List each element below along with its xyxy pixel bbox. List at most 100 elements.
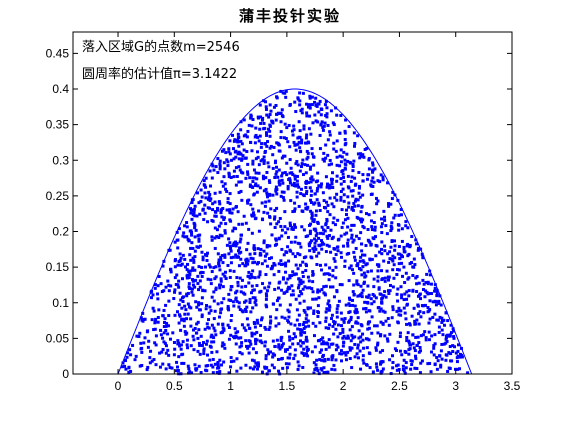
data-point — [343, 158, 347, 162]
data-point — [249, 291, 253, 295]
data-point — [210, 270, 214, 274]
data-point — [225, 189, 229, 193]
plot-border — [72, 31, 513, 375]
data-point — [307, 279, 311, 283]
data-point — [197, 308, 201, 312]
data-point — [207, 318, 211, 322]
data-point — [298, 99, 302, 103]
data-point — [246, 323, 250, 327]
data-point — [212, 299, 216, 303]
data-point — [320, 268, 324, 272]
data-point — [387, 292, 391, 296]
data-point — [330, 180, 334, 184]
data-point — [299, 109, 303, 113]
data-point — [258, 251, 262, 255]
data-point — [359, 268, 363, 272]
data-point — [278, 216, 282, 220]
data-point — [274, 324, 278, 328]
data-point — [322, 159, 326, 163]
data-point — [239, 120, 243, 124]
data-point — [251, 367, 255, 371]
data-point — [273, 287, 277, 291]
data-point — [364, 274, 368, 278]
data-point — [208, 305, 212, 309]
data-point — [335, 192, 339, 196]
data-point — [215, 228, 219, 232]
data-point — [218, 315, 222, 319]
data-point — [237, 191, 241, 195]
data-point — [192, 338, 196, 342]
data-point — [458, 355, 462, 359]
data-point — [234, 183, 238, 187]
data-point — [304, 317, 308, 321]
data-point — [348, 303, 352, 307]
data-point — [175, 238, 179, 242]
data-point — [191, 256, 195, 260]
data-point — [294, 110, 298, 114]
data-point — [167, 283, 171, 287]
data-point — [287, 315, 291, 319]
data-point — [237, 157, 241, 161]
data-point — [331, 235, 335, 239]
data-point — [206, 353, 210, 357]
data-point — [421, 304, 425, 308]
data-point — [266, 127, 270, 131]
data-point — [368, 352, 372, 356]
data-point — [307, 105, 311, 109]
data-point — [156, 284, 160, 288]
data-point — [321, 157, 325, 161]
data-point — [339, 160, 343, 164]
data-point — [394, 348, 398, 352]
data-point — [414, 357, 418, 361]
data-point — [389, 202, 393, 206]
data-point — [324, 99, 328, 103]
data-point — [167, 299, 171, 303]
data-point — [340, 155, 344, 159]
data-point — [312, 163, 316, 167]
data-point — [286, 277, 290, 281]
data-point — [272, 217, 276, 221]
data-point — [252, 288, 256, 292]
data-point — [303, 325, 307, 329]
data-point — [385, 232, 389, 236]
data-point — [335, 174, 339, 178]
data-point — [173, 276, 177, 280]
data-point — [433, 342, 437, 346]
data-point — [267, 350, 271, 354]
data-point — [268, 244, 272, 248]
data-point — [152, 358, 156, 362]
data-point — [271, 193, 275, 197]
data-point — [259, 318, 263, 322]
data-point — [353, 342, 357, 346]
data-point — [334, 253, 338, 257]
data-point — [445, 339, 449, 343]
data-point — [153, 283, 157, 287]
data-point — [300, 225, 304, 229]
data-point — [253, 325, 257, 329]
data-point — [262, 127, 266, 131]
data-point — [387, 278, 391, 282]
data-point — [240, 323, 244, 327]
data-point — [343, 143, 347, 147]
data-point — [365, 346, 369, 350]
data-point — [311, 121, 315, 125]
data-point — [448, 333, 452, 337]
data-point — [206, 364, 210, 368]
data-point — [342, 320, 346, 324]
data-point — [186, 302, 190, 306]
data-point — [196, 336, 200, 340]
data-point — [187, 276, 191, 280]
data-point — [306, 151, 310, 155]
data-point — [194, 228, 198, 232]
data-point — [162, 340, 166, 344]
data-point — [237, 144, 241, 148]
data-point — [466, 371, 470, 375]
data-point — [279, 111, 283, 115]
data-point — [410, 235, 414, 239]
data-point — [456, 343, 460, 347]
data-point — [120, 365, 124, 369]
data-point — [446, 369, 450, 373]
data-point — [372, 237, 376, 241]
data-point — [367, 157, 371, 161]
data-point — [338, 332, 342, 336]
